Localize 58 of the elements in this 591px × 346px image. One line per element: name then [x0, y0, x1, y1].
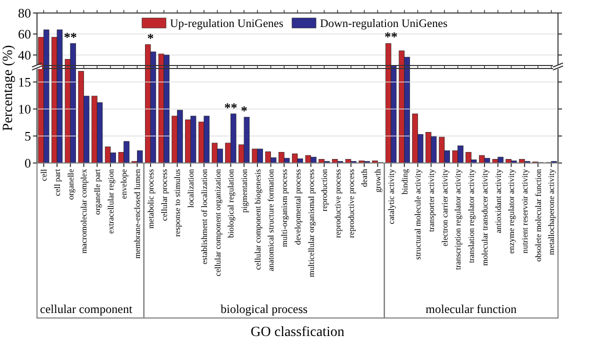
x-tick-label: envelope — [120, 168, 129, 199]
y-tick-label: 0 — [24, 156, 31, 171]
x-tick-label: organelle part — [93, 168, 102, 215]
annotation: * — [147, 30, 154, 46]
x-tick-label: enzyme regulator activity — [507, 168, 516, 254]
x-tick-label: binding — [400, 169, 410, 194]
x-tick-label: metallochaperone activity — [547, 168, 556, 255]
x-tick-label: establishment of localization — [200, 168, 209, 264]
x-tick-label: cellular process — [160, 169, 169, 221]
text: cellular component — [40, 302, 133, 316]
x-tick-label: electron carrier activity — [440, 168, 450, 246]
y-tick-label: 40 — [18, 48, 31, 63]
x-tick-label: transporter activity — [426, 168, 436, 232]
x-tick-label: cell part — [52, 168, 62, 196]
x-tick-label: membrane-enclosed lumen — [133, 168, 142, 259]
x-tick-label: biological regulation — [226, 168, 236, 238]
x-tick-label: obsolete molecular function — [534, 168, 543, 262]
x-tick-label: multi-organism process — [280, 169, 290, 247]
x-tick-label: translation regulator activity — [467, 168, 476, 264]
legend-label: Up-regulation UniGenes — [170, 18, 284, 30]
annotation: ** — [224, 100, 238, 115]
x-axis-title: GO classfication — [250, 325, 344, 340]
annotation: ** — [384, 29, 398, 44]
x-tick-label: reproduction — [320, 168, 330, 212]
x-tick-label: localization — [186, 168, 196, 208]
x-tick-label: death — [360, 168, 370, 187]
annotation: ** — [64, 29, 77, 44]
text: molecular function — [426, 302, 517, 316]
x-tick-label: metabolic process — [146, 169, 156, 229]
x-tick-label: nutrient reservoir activity — [520, 168, 530, 254]
x-tick-label: cell — [40, 168, 49, 181]
x-tick-label: anatomical structure formation — [266, 168, 276, 272]
x-tick-label: catalytic activity — [386, 168, 396, 224]
x-tick-label: antioxidant activity — [494, 168, 503, 234]
x-tick-label: reproductive process — [346, 169, 356, 238]
y-tick-label: 10 — [18, 102, 31, 117]
x-tick-label: pigmentation — [240, 168, 249, 213]
y-tick-label: 5 — [24, 128, 31, 144]
x-tick-label: response to stimulus — [173, 169, 182, 237]
x-tick-label: molecular transducer activity — [480, 168, 490, 266]
x-tick-label: structural molecule activity — [414, 168, 423, 260]
x-tick-label: transcription regulator activity — [454, 168, 463, 270]
x-tick-label: reproductive process — [333, 169, 342, 238]
x-tick-label: macromolecular complex — [80, 168, 89, 254]
x-tick-label: growth — [374, 168, 383, 193]
y-axis-title: Percentage (%) — [1, 44, 16, 131]
y-tick-label: 15 — [18, 74, 31, 90]
x-tick-label: extracellular region — [106, 168, 116, 234]
x-tick-label: developmental process — [293, 169, 302, 245]
x-tick-label: multicellular organismal process — [306, 169, 316, 278]
legend-label: Down-regulation UniGenes — [320, 18, 448, 30]
x-tick-label: organelle — [66, 168, 76, 200]
x-tick-label: cellular component biogenesis — [253, 169, 262, 270]
x-tick-label: cellular component organization — [213, 168, 222, 276]
annotation: * — [240, 103, 248, 118]
y-tick-label: 60 — [18, 26, 31, 42]
y-tick-label: 80 — [18, 6, 31, 21]
text: biological process — [220, 302, 308, 316]
